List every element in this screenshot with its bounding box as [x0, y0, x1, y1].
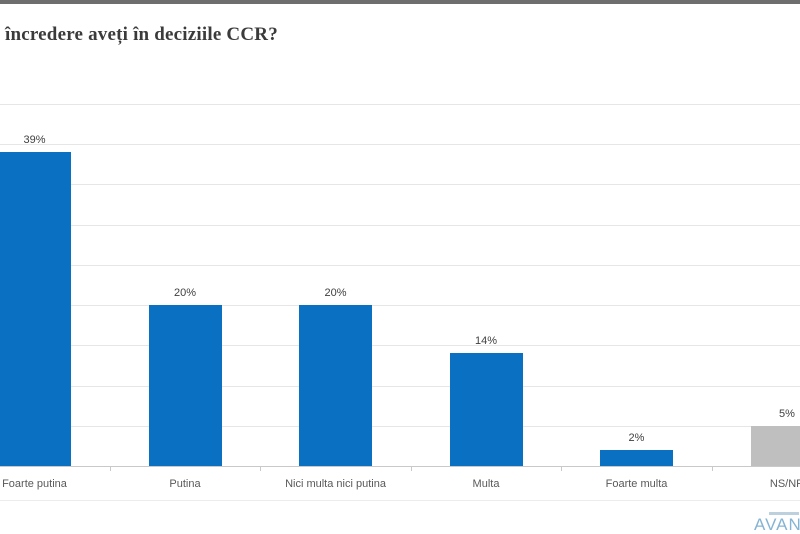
gridline-35pct — [0, 184, 800, 186]
category-label-nici-multa-nici-putina: Nici multa nici putina — [285, 478, 386, 490]
axis-tick-3 — [561, 467, 563, 471]
axis-tick-0 — [109, 467, 111, 471]
bar-multa — [449, 353, 523, 466]
bar-value-label-foarte-putina: 39% — [23, 134, 46, 146]
bar-nici-multa-nici-putina — [299, 305, 372, 466]
bar-ns-nr — [750, 426, 800, 466]
gridline-10pct — [0, 385, 800, 387]
bar-value-label-multa: 14% — [474, 335, 498, 347]
gridline-15pct — [0, 345, 800, 347]
bar-value-label-ns-nr: 5% — [779, 408, 795, 420]
category-label-foarte-putina: Foarte putina — [2, 478, 67, 490]
gridline-25pct — [0, 264, 800, 266]
axis-tick-4 — [711, 467, 713, 471]
gridline-30pct — [0, 224, 800, 226]
gridline-40pct — [0, 144, 800, 145]
bar-value-label-nici-multa-nici-putina: 20% — [324, 287, 347, 299]
axis-tick-1 — [260, 467, 262, 471]
bar-value-label-putina: 20% — [173, 287, 197, 299]
gridline-20pct — [0, 305, 800, 306]
category-label-foarte-multa: Foarte multa — [605, 478, 668, 490]
chart-bottom-border — [0, 500, 800, 501]
x-axis-line — [0, 466, 800, 467]
chart-title: încredere aveți în deciziile CCR? — [5, 24, 278, 45]
gridline-45pct — [0, 103, 800, 105]
category-label-multa: Multa — [472, 478, 500, 490]
bar-putina — [148, 305, 222, 466]
logo-text: AVAN — [754, 515, 800, 534]
top-border-strip — [0, 0, 800, 4]
gridline-5pct — [0, 425, 800, 427]
axis-tick-2 — [410, 467, 412, 471]
logo-fine-print — [769, 512, 799, 515]
category-label-putina: Putina — [169, 478, 201, 490]
avangarde-logo: AVAN — [754, 512, 800, 534]
category-label-ns-nr: NS/NR — [769, 478, 800, 490]
bar-value-label-foarte-multa: 2% — [628, 432, 645, 444]
bar-foarte-multa — [600, 450, 673, 466]
bar-foarte-putina — [0, 152, 71, 466]
